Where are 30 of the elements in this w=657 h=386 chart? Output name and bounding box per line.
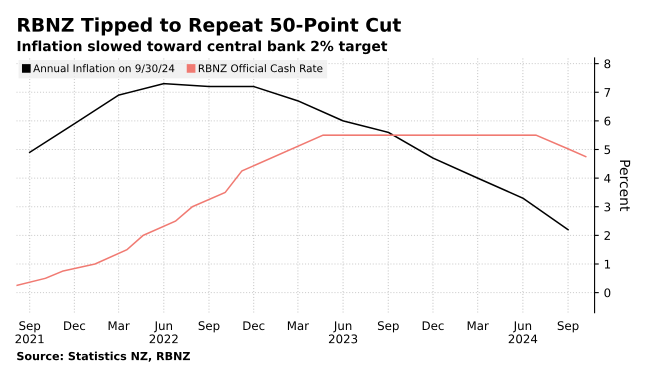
y-tick-label: 2 bbox=[604, 231, 610, 240]
x-tick-label: Dec bbox=[243, 321, 264, 330]
x-tick-label: Sep bbox=[198, 321, 220, 332]
x-tick-label: Jun 2024 bbox=[508, 321, 538, 344]
x-tick-label: Jun 2023 bbox=[328, 321, 358, 344]
y-tick-label: 6 bbox=[604, 116, 610, 126]
y-tick-label: 3 bbox=[604, 202, 610, 212]
x-tick-label: Mar bbox=[468, 321, 489, 330]
y-tick-label: 0 bbox=[604, 288, 610, 298]
chart-title: RBNZ Tipped to Repeat 50-Point Cut bbox=[18, 17, 401, 36]
x-tick-label: Jun 2022 bbox=[150, 321, 178, 344]
x-tick-label: Sep bbox=[378, 321, 399, 332]
x-tick-label: Sep 2021 bbox=[16, 321, 44, 344]
source-note: Source: Statistics NZ, RBNZ bbox=[17, 352, 190, 362]
y-tick-label: 4 bbox=[604, 174, 610, 183]
legend-label: Annual Inflation on 9/30/24 bbox=[33, 64, 174, 74]
x-tick-label: Mar bbox=[288, 321, 310, 330]
x-tick-label: Dec bbox=[422, 321, 444, 330]
chart-subtitle: Inflation slowed toward central bank 2% target bbox=[18, 40, 388, 54]
y-tick-label: 1 bbox=[604, 260, 610, 268]
y-axis-title: Percent bbox=[620, 160, 630, 212]
y-tick-label: 8 bbox=[604, 59, 610, 68]
y-tick-label: 5 bbox=[604, 145, 610, 154]
x-tick-label: Mar bbox=[108, 321, 130, 330]
line-series bbox=[28, 82, 569, 230]
line-series bbox=[16, 134, 587, 286]
y-tick-label: 7 bbox=[604, 88, 610, 97]
x-tick-label: Dec bbox=[64, 321, 86, 330]
legend-label: RBNZ Official Cash Rate bbox=[198, 64, 322, 72]
x-tick-label: Sep bbox=[558, 321, 579, 332]
